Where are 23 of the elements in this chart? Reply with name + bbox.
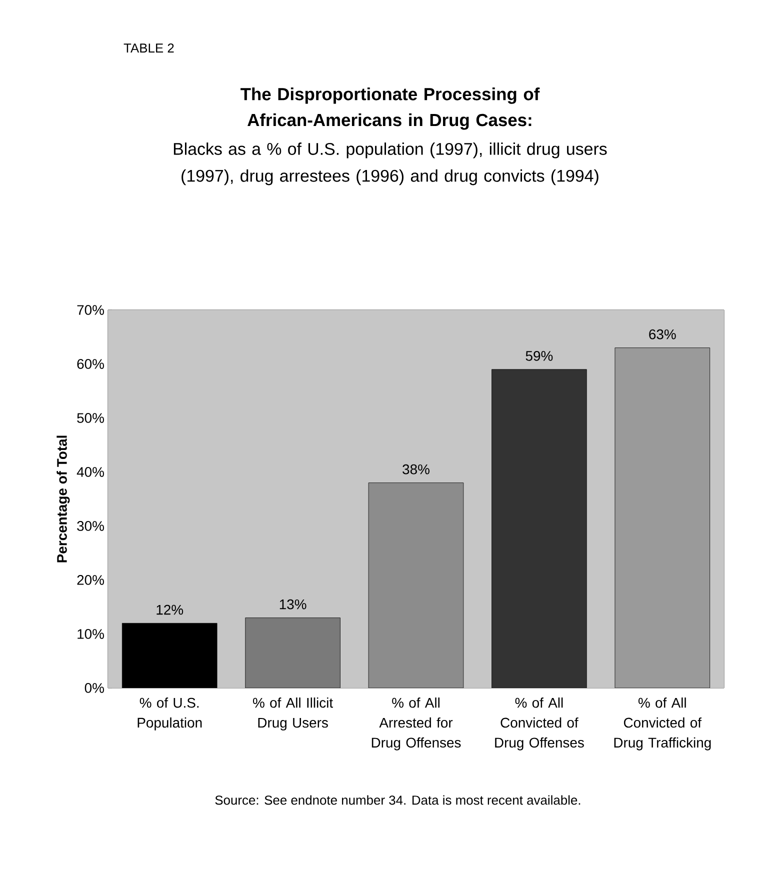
data-label: 12% xyxy=(156,604,184,615)
data-label: 13% xyxy=(280,599,306,610)
source-note: Source: See endnote number 34. Data is most recent available. xyxy=(215,795,580,805)
y-axis-title: Percentage of Total xyxy=(56,436,70,562)
y-tick-label: 20% xyxy=(77,575,104,585)
y-tick-label: 50% xyxy=(77,413,104,423)
x-tick-label: % of All Convicted of Drug Offenses xyxy=(495,698,584,750)
x-tick-label: % of All Arrested for Drug Offenses xyxy=(372,698,461,750)
x-tick-label: % of U.S. Population xyxy=(138,698,202,730)
chart-subtitle: Blacks as a % of U.S. population (1997), illicit drug users (1997), drug arrestees (1996) and drug convicts (1994) xyxy=(174,142,607,186)
y-tick-label: 10% xyxy=(78,629,104,639)
x-tick-label: % of All Convicted of Drug Trafficking xyxy=(614,698,711,750)
data-label: 38% xyxy=(402,464,430,474)
y-tick-label: 40% xyxy=(76,467,104,477)
y-tick-label: 60% xyxy=(77,359,104,369)
data-label: 59% xyxy=(526,350,553,361)
caption: TABLE 2 xyxy=(124,43,174,53)
data-label: 63% xyxy=(649,329,676,340)
x-tick-label: % of All Illicit Drug Users xyxy=(253,698,333,730)
y-tick-label: 70% xyxy=(77,305,104,315)
chart-title: The Disproportionate Processing of African-Americans in Drug Cases: xyxy=(240,88,540,130)
y-tick-label: 0% xyxy=(84,683,104,693)
y-tick-label: 30% xyxy=(77,521,104,531)
